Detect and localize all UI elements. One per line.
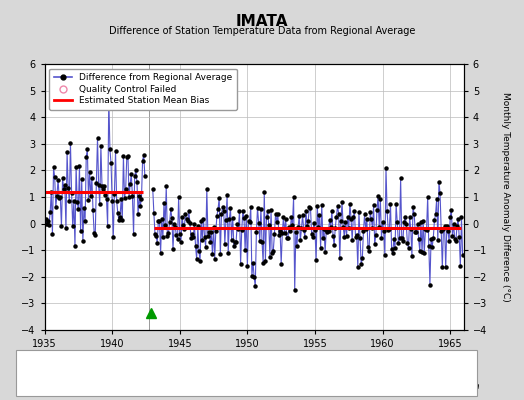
Text: ▼: ▼	[247, 369, 256, 379]
Text: Berkeley Earth: Berkeley Earth	[413, 382, 479, 391]
Y-axis label: Monthly Temperature Anomaly Difference (°C): Monthly Temperature Anomaly Difference (…	[501, 92, 510, 302]
Text: Difference of Station Temperature Data from Regional Average: Difference of Station Temperature Data f…	[109, 26, 415, 36]
Text: ■: ■	[378, 369, 387, 379]
Text: ♦: ♦	[29, 369, 39, 379]
Text: Station Move: Station Move	[42, 370, 97, 378]
Text: IMATA: IMATA	[236, 14, 288, 29]
Text: Record Gap: Record Gap	[149, 370, 198, 378]
Text: ▲: ▲	[137, 369, 146, 379]
Legend: Difference from Regional Average, Quality Control Failed, Estimated Station Mean: Difference from Regional Average, Qualit…	[49, 68, 237, 110]
Text: Empirical Break: Empirical Break	[390, 370, 456, 378]
Text: Time of Obs. Change: Time of Obs. Change	[259, 370, 347, 378]
